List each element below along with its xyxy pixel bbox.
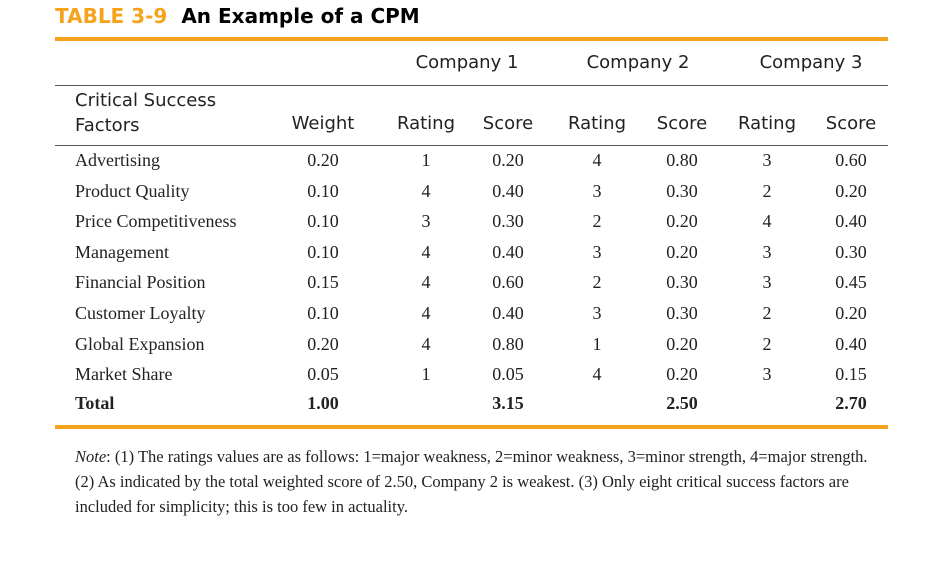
total-label: Total [75, 393, 115, 413]
cell: 0.20 [307, 333, 339, 354]
cell: 4 [592, 364, 602, 385]
column-header: Weight [291, 113, 355, 134]
cell: 0.20 [307, 150, 339, 170]
factor-name: Market Share [75, 364, 173, 385]
cell: 0.20 [835, 180, 867, 201]
cell: 3 [592, 180, 602, 201]
note-text: : (1) The ratings values are as follows:… [75, 447, 868, 516]
cell: 0.30 [666, 272, 698, 293]
factor-name: Management [75, 241, 169, 262]
bottom-rule [55, 425, 888, 429]
cell: 3 [762, 272, 772, 293]
cell: 4 [592, 150, 602, 170]
cell: 0.40 [492, 241, 524, 262]
cell: 3 [421, 211, 431, 232]
cell: 0.60 [835, 150, 867, 170]
column-header: Rating [396, 113, 456, 134]
factor-name: Financial Position [75, 272, 206, 293]
group-rule [55, 85, 888, 86]
cell: 0.30 [666, 180, 698, 201]
cell: 0.40 [492, 180, 524, 201]
cell: 4 [421, 241, 431, 262]
factor-name: Customer Loyalty [75, 303, 206, 323]
cell: 0.10 [307, 211, 339, 232]
table-title: TABLE 3-9 An Example of a CPM [55, 4, 420, 28]
cell: 0.15 [307, 272, 339, 293]
cell: 2 [762, 333, 772, 354]
cell: 4 [421, 333, 431, 354]
column-header: Rating [567, 113, 627, 134]
cell: 3 [592, 303, 602, 323]
cell: 0.20 [492, 150, 524, 170]
top-rule [55, 37, 888, 41]
group-header: Company 3 [759, 52, 863, 73]
cell: 0.10 [307, 180, 339, 201]
cell: 4 [421, 303, 431, 323]
cell: 0.15 [835, 364, 867, 385]
header-rule [55, 145, 888, 146]
table-number: TABLE 3-9 [55, 4, 168, 28]
factor-name: Advertising [75, 150, 160, 170]
total-cell: 1.00 [307, 393, 339, 413]
cell: 3 [762, 150, 772, 170]
cell: 0.40 [492, 303, 524, 323]
cell: 4 [421, 180, 431, 201]
cell: 0.80 [492, 333, 524, 354]
total-cell: 2.50 [666, 393, 698, 413]
cell: 0.20 [666, 364, 698, 385]
cell: 4 [421, 272, 431, 293]
cell: 0.30 [835, 241, 867, 262]
total-cell: 2.70 [835, 393, 867, 413]
cell: 0.30 [666, 303, 698, 323]
cell: 3 [762, 241, 772, 262]
cell: 0.10 [307, 303, 339, 323]
group-header: Company 1 [415, 52, 519, 73]
cell: 2 [592, 211, 602, 232]
total-cell: 3.15 [492, 393, 524, 413]
group-header: Company 2 [586, 52, 690, 73]
cell: 0.45 [835, 272, 867, 293]
note-label: Note [75, 447, 107, 466]
cell: 4 [762, 211, 772, 232]
cell: 0.20 [666, 333, 698, 354]
cell: 1 [421, 364, 431, 385]
cell: 0.05 [492, 364, 524, 385]
cell: 2 [762, 303, 772, 323]
factor-name: Product Quality [75, 180, 190, 201]
column-header: Score [825, 113, 877, 134]
cell: 0.80 [666, 150, 698, 170]
column-header: Score [656, 113, 708, 134]
cell: 0.30 [492, 211, 524, 232]
cell: 1 [421, 150, 431, 170]
column-header: Rating [737, 113, 797, 134]
title-text: An Example of a CPM [181, 4, 420, 28]
cell: 2 [762, 180, 772, 201]
note: Note: (1) The ratings values are as foll… [75, 444, 890, 519]
cell: 2 [592, 272, 602, 293]
cell: 0.20 [835, 303, 867, 323]
cell: 0.20 [666, 241, 698, 262]
cell: 0.10 [307, 241, 339, 262]
cell: 1 [592, 333, 602, 354]
factor-name: Global Expansion [75, 333, 205, 354]
cell: 0.05 [307, 364, 339, 385]
cell: 0.60 [492, 272, 524, 293]
factor-name: Price Competitiveness [75, 211, 237, 232]
cell: 3 [592, 241, 602, 262]
cell: 3 [762, 364, 772, 385]
column-header: Score [482, 113, 534, 134]
cell: 0.20 [666, 211, 698, 232]
cell: 0.40 [835, 211, 867, 232]
cell: 0.40 [835, 333, 867, 354]
column-header: Critical Success Factors [75, 90, 217, 136]
